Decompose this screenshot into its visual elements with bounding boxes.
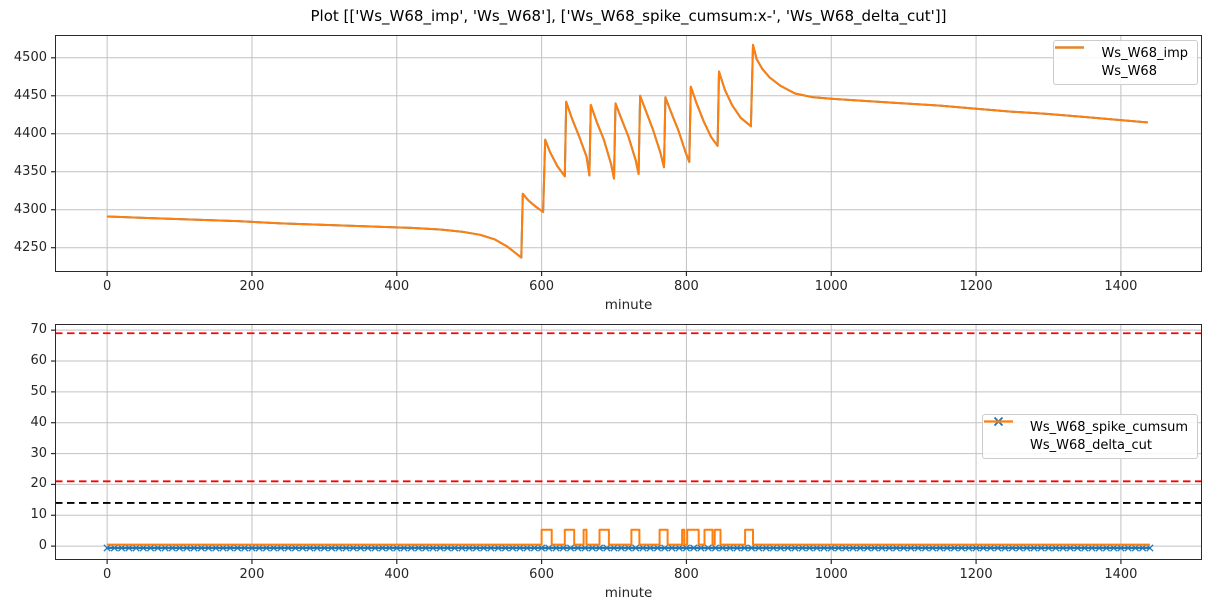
x-tick-label: 800 (674, 279, 699, 294)
legend-label: Ws_W68_spike_cumsum (1030, 420, 1188, 435)
y-tick-label: 60 (30, 353, 47, 369)
Ws_W68_spike_cumsum-markers (103, 544, 1154, 552)
Ws_W68_imp-line (107, 43, 1148, 259)
top-plot-svg (51, 35, 1202, 276)
top-axes: Ws_W68_imp Ws_W68 0 200 400 600 800 1000 1200 1… (14, 35, 1202, 294)
x-tick-label: 200 (239, 567, 265, 582)
y-tick-label: 4350 (13, 163, 47, 179)
y-tick-label: 4500 (13, 49, 47, 65)
y-tick-label: 4400 (13, 125, 47, 141)
x-tick-label: 600 (529, 567, 554, 582)
x-tick-label: 400 (384, 279, 410, 294)
orange-line-sample (1055, 46, 1093, 78)
top-xaxis-label: minute (604, 297, 653, 313)
legend-label: Ws_W68_imp (1101, 46, 1188, 61)
legend-label: Ws_W68_delta_cut (1030, 438, 1152, 453)
figure-title: Plot [['Ws_W68_imp', 'Ws_W68'], ['Ws_W68… (310, 7, 947, 25)
y-tick-label: 10 (30, 507, 47, 523)
x-tick-label: 1400 (1104, 567, 1138, 582)
axes-spines (55, 35, 1202, 272)
x-tick-label: 400 (384, 567, 410, 582)
y-tick-label: 30 (30, 445, 47, 461)
x-tick-label: 600 (529, 279, 554, 294)
y-tick-label: 50 (30, 383, 47, 399)
y-tick-label: 70 (30, 322, 47, 338)
x-tick-label: 1000 (814, 567, 848, 582)
y-tick-label: 40 (30, 414, 47, 430)
y-tick-label: 0 (38, 538, 47, 554)
Ws_W68_delta_cut-line (107, 528, 1150, 546)
x-tick-label: 1200 (959, 567, 993, 582)
bottom-plot-svg (51, 324, 1202, 564)
legend-item-ws-w68: Ws_W68 (1055, 46, 1188, 79)
y-tick-label: 4300 (13, 201, 47, 217)
legend-item-spike-cumsum: Ws_W68_spike_cumsum (984, 416, 1188, 435)
legend-item-delta-cut: Ws_W68_delta_cut (984, 420, 1188, 453)
x-tick-label: 800 (674, 567, 699, 582)
y-tick-label: 20 (30, 476, 47, 492)
y-tick-label: 4450 (13, 87, 47, 103)
x-tick-label: 1200 (959, 279, 993, 294)
orange-line-sample (984, 420, 1022, 452)
legend-label: Ws_W68 (1101, 64, 1157, 79)
y-tick-label: 4250 (13, 239, 47, 255)
axes-spines (55, 324, 1202, 560)
x-tick-label: 200 (239, 279, 265, 294)
x-tick-label: 0 (102, 279, 112, 294)
bottom-xaxis-label: minute (604, 585, 653, 601)
x-tick-label: 1000 (814, 279, 848, 294)
top-legend: Ws_W68_imp Ws_W68 (1053, 40, 1198, 85)
x-tick-label: 1400 (1104, 279, 1138, 294)
bottom-axes: Ws_W68_spike_cumsum Ws_W68_delta_cut 0 20… (30, 322, 1202, 582)
x-tick-label: 0 (102, 567, 112, 582)
bottom-legend: Ws_W68_spike_cumsum Ws_W68_delta_cut (982, 414, 1198, 459)
Ws_W68-line (107, 43, 1148, 259)
